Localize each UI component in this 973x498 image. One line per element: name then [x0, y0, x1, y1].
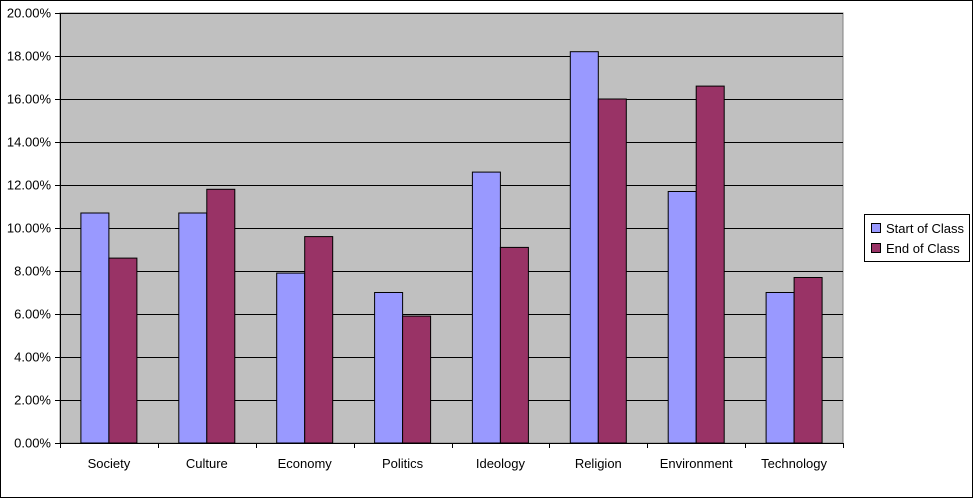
y-tick-label: 18.00% [7, 49, 52, 64]
bar-end-of-class-politics [402, 315, 432, 444]
y-tick-label: 16.00% [7, 92, 52, 107]
y-tick-label: 8.00% [14, 264, 51, 279]
y-tick-label: 10.00% [7, 221, 52, 236]
bar-end-of-class-technology [793, 277, 823, 444]
legend-swatch-end-of-class [871, 243, 881, 253]
y-tick-label: 6.00% [14, 307, 51, 322]
bar-end-of-class-economy [304, 236, 334, 444]
bar-end-of-class-religion [597, 98, 627, 444]
bar-end-of-class-environment [695, 85, 725, 444]
legend: Start of Class End of Class [864, 214, 970, 262]
x-tick-label: Culture [186, 456, 228, 471]
x-tick-label: Politics [382, 456, 424, 471]
x-tick-label: Environment [660, 456, 733, 471]
legend-label-end-of-class: End of Class [886, 240, 960, 256]
x-tick-label: Religion [575, 456, 622, 471]
bar-start-of-class-economy [276, 272, 306, 444]
x-tick-label: Economy [278, 456, 333, 471]
bar-end-of-class-ideology [499, 246, 529, 444]
y-tick-label: 12.00% [7, 178, 52, 193]
y-tick-label: 20.00% [7, 6, 52, 21]
legend-item-start-of-class: Start of Class [871, 218, 964, 238]
y-tick-label: 0.00% [14, 436, 51, 451]
y-tick-label: 2.00% [14, 393, 51, 408]
legend-swatch-start-of-class [871, 223, 881, 233]
bar-end-of-class-culture [206, 188, 236, 444]
x-tick-label: Technology [761, 456, 827, 471]
bar-start-of-class-environment [667, 191, 697, 444]
bar-end-of-class-society [108, 257, 138, 444]
bar-start-of-class-technology [765, 292, 795, 444]
bar-start-of-class-society [80, 212, 110, 444]
bar-start-of-class-religion [569, 51, 599, 444]
plot-area: 0.00% 2.00% 4.00% 6.00% 8.00% 10.00% 12.00% 14.… [7, 6, 844, 471]
bar-start-of-class-ideology [471, 171, 501, 444]
y-tick-label: 4.00% [14, 350, 51, 365]
bar-start-of-class-culture [178, 212, 208, 444]
legend-label-start-of-class: Start of Class [886, 220, 965, 236]
x-tick-label: Ideology [476, 456, 526, 471]
x-tick-label: Society [88, 456, 131, 471]
bar-start-of-class-politics [374, 292, 404, 444]
legend-item-end-of-class: End of Class [871, 238, 960, 258]
y-tick-label: 14.00% [7, 135, 52, 150]
